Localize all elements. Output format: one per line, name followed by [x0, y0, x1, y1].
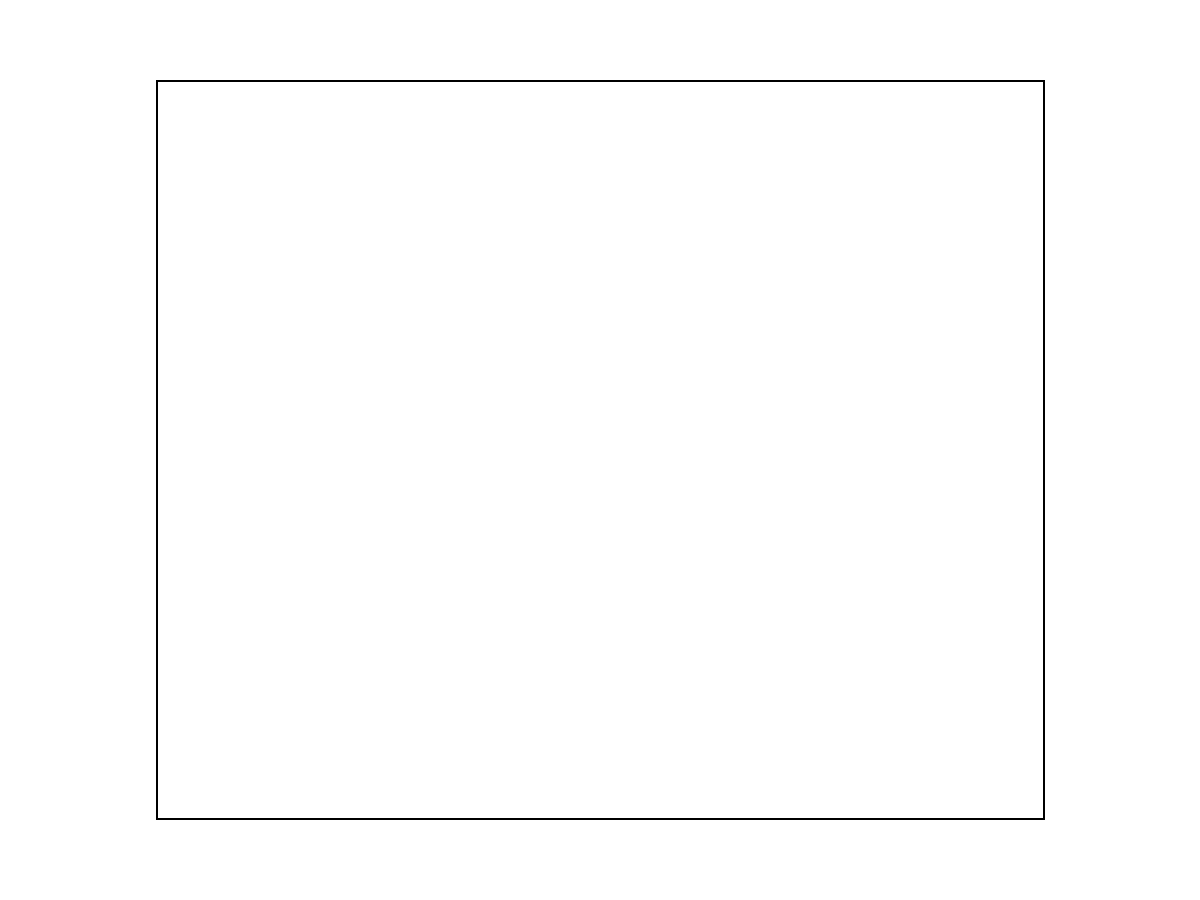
- precipitation-map-plot[interactable]: [156, 80, 1045, 820]
- colorbar-legend: [1098, 80, 1198, 840]
- map-canvas[interactable]: [156, 80, 1045, 820]
- plot-frame: [156, 80, 1045, 820]
